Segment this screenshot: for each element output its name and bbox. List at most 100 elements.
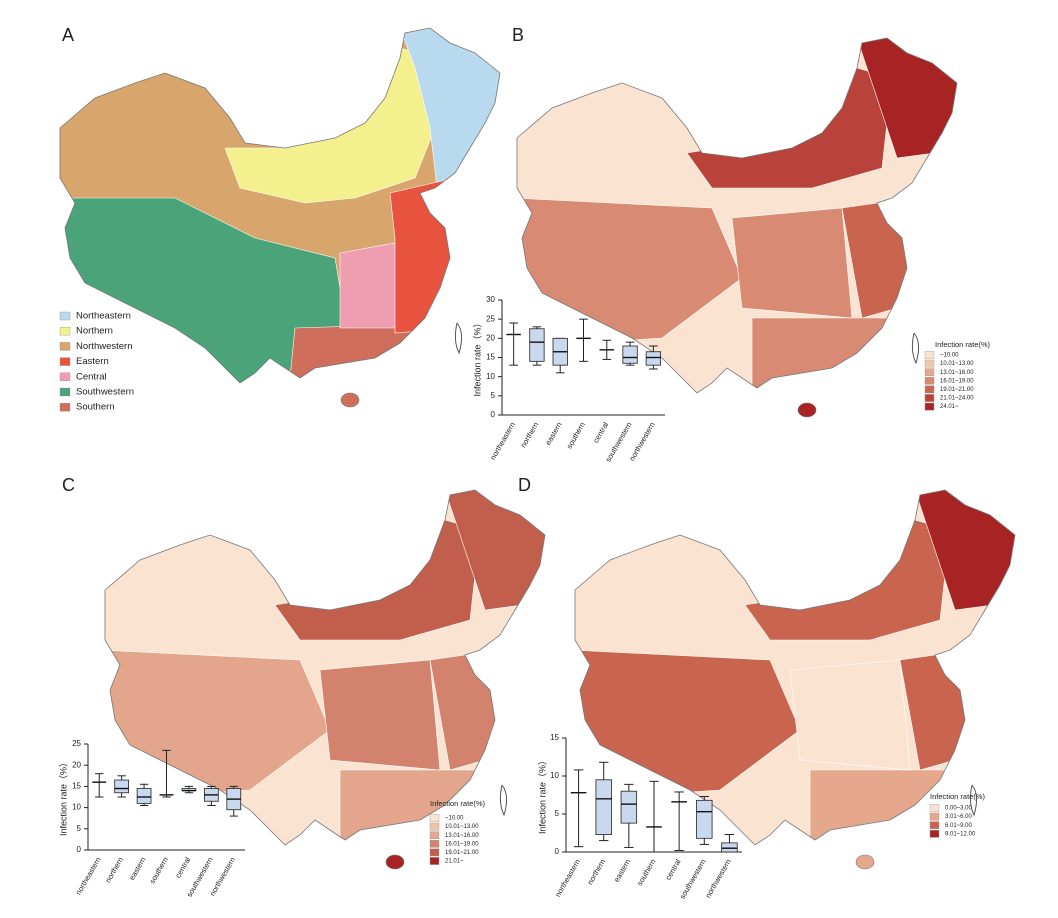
y-tick-label: 5 [491, 391, 496, 400]
y-tick-label: 0 [491, 410, 496, 419]
x-tick-label: central [173, 855, 192, 879]
legend-title: Infection rate(%) [930, 792, 986, 801]
y-axis-label: Infection rate（%） [58, 758, 68, 836]
legend-swatch [429, 840, 440, 848]
map-region [389, 177, 476, 334]
legend-swatch [59, 403, 71, 412]
taiwan [499, 784, 508, 817]
map-outline [574, 489, 1016, 846]
x-tick-label: southern [148, 855, 170, 885]
x-tick-label: southern [565, 420, 587, 450]
legend-swatch [924, 377, 935, 385]
y-tick-label: 15 [550, 733, 559, 742]
legend-label: 21.01~ [445, 859, 464, 865]
x-tick-label: northwestern [703, 857, 732, 899]
map-outline [516, 37, 958, 394]
legend-label: 19.01~21.00 [940, 387, 974, 393]
x-tick-label: northern [519, 420, 541, 449]
map-region [789, 659, 911, 771]
hainan [385, 854, 405, 870]
hainan [797, 402, 817, 418]
legend-swatch [924, 385, 935, 394]
map-region [731, 207, 853, 319]
legend-label: 21.01~24.00 [940, 396, 974, 402]
map-outline [104, 489, 546, 846]
legend-swatch [924, 402, 935, 411]
legend-label: 16.01~19.00 [940, 378, 974, 384]
legend-swatch [929, 821, 940, 829]
box [622, 345, 638, 364]
box [620, 790, 638, 824]
map-region [319, 659, 441, 771]
legend-swatch [924, 394, 935, 402]
legend-swatch [924, 368, 935, 377]
y-tick-label: 20 [486, 333, 495, 342]
x-tick-label: northern [585, 857, 607, 886]
legend-swatch [59, 327, 71, 336]
map-region [686, 67, 893, 189]
y-tick-label: 10 [550, 771, 559, 780]
panel-label: A [62, 25, 74, 45]
legend-title: Infection rate(%) [935, 340, 991, 349]
map-region [284, 322, 456, 383]
legend-label: Central [76, 371, 107, 382]
legend-label: 6.01~9.00 [945, 823, 973, 829]
y-tick-label: 0 [555, 847, 560, 856]
box [645, 351, 661, 366]
legend-swatch [429, 814, 440, 822]
box [696, 799, 713, 839]
x-tick-label: northeastern [488, 420, 517, 461]
map-region [339, 242, 401, 329]
legend-label: 10.01~13.00 [940, 361, 974, 367]
y-axis-label: Infection rate（%） [472, 318, 482, 396]
map-outline [59, 27, 501, 384]
legend-label: 13.01~16.00 [445, 833, 479, 839]
legend-swatch [929, 804, 940, 812]
legend-swatch [59, 311, 71, 321]
x-tick-label: central [664, 857, 683, 881]
legend-label: Southern [76, 402, 115, 413]
legend-label: Northeastern [76, 311, 131, 322]
legend-swatch [924, 359, 935, 368]
y-tick-label: 10 [72, 803, 81, 812]
map-region [751, 317, 913, 393]
legend-swatch [429, 831, 440, 839]
taiwan [969, 784, 978, 817]
legend-label: 13.01~16.00 [940, 370, 974, 376]
legend-label: ~10.00 [940, 353, 959, 359]
box [529, 328, 545, 362]
legend-label: 19.01~21.00 [445, 850, 479, 856]
legend-label: 10.01~13.00 [445, 824, 479, 830]
map-region [224, 47, 436, 204]
y-tick-label: 15 [486, 353, 495, 362]
y-tick-label: 20 [72, 760, 81, 769]
taiwan [454, 322, 463, 355]
legend-swatch [429, 857, 440, 865]
legend-title: Infection rate(%) [430, 799, 486, 808]
legend-swatch [59, 387, 71, 397]
box [114, 779, 129, 794]
map-region [744, 519, 951, 641]
box [595, 779, 612, 835]
legend-swatch [929, 812, 940, 821]
legend-swatch [59, 357, 71, 366]
y-tick-label: 5 [77, 824, 82, 833]
legend-label: Southwestern [76, 387, 134, 398]
legend-label: Northern [76, 326, 113, 337]
taiwan [911, 332, 920, 365]
y-tick-label: 10 [486, 372, 495, 381]
x-tick-label: eastern [127, 855, 147, 881]
x-tick-label: eastern [543, 420, 563, 446]
legend-label: 16.01~19.00 [445, 841, 479, 847]
legend-swatch [59, 372, 71, 381]
y-tick-label: 30 [486, 295, 495, 304]
x-tick-label: northeastern [74, 855, 103, 896]
x-tick-label: southern [635, 857, 657, 887]
x-tick-label: northern [103, 855, 125, 884]
legend-label: Eastern [76, 356, 109, 367]
y-axis-label: Infection rate（%） [537, 756, 547, 834]
legend-swatch [929, 830, 940, 838]
box [721, 842, 738, 853]
map-region [274, 519, 481, 641]
